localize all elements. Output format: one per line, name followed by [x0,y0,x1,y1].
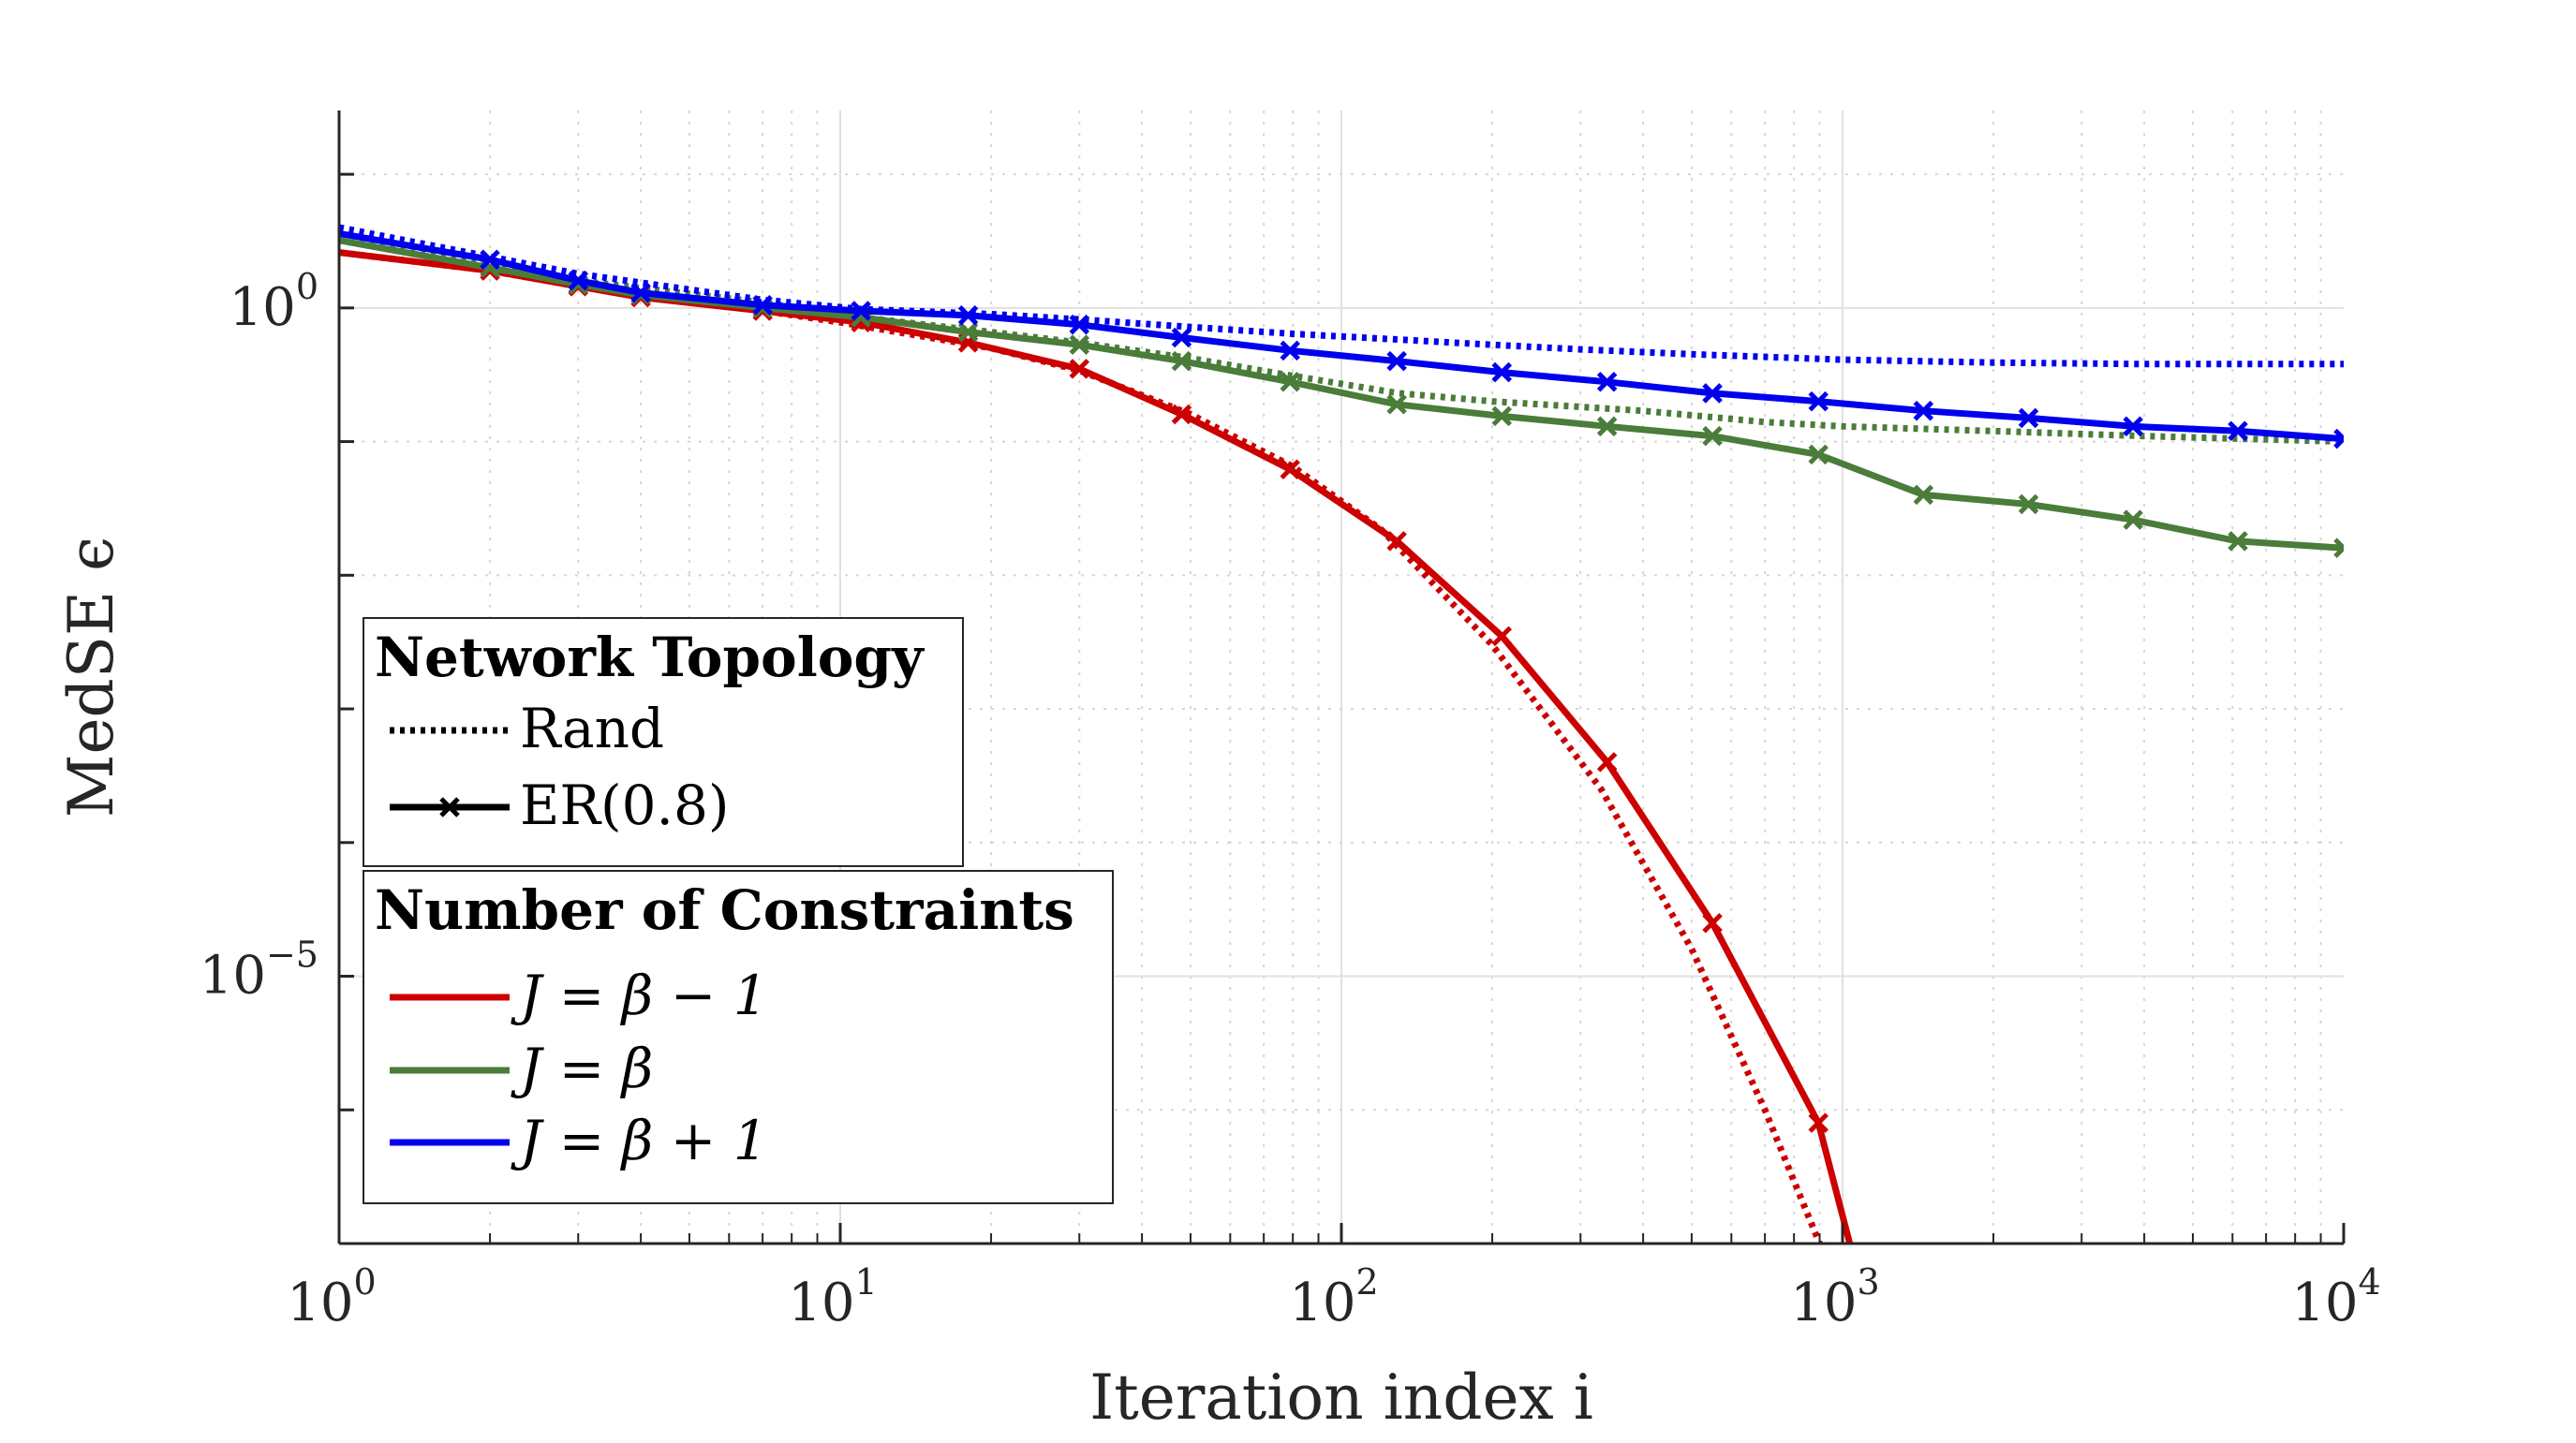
data-point-marker [1808,444,1828,465]
series-line [339,224,2344,368]
data-point-marker [1491,626,1513,647]
data-point-marker [1596,416,1618,437]
data-point-marker [1280,371,1300,392]
data-point-marker [1280,459,1300,479]
data-point-marker [957,304,979,326]
data-point-marker [2333,428,2344,449]
data-point-marker [2018,493,2039,515]
data-point-marker [630,282,651,303]
series-layer [339,224,2344,1244]
x-tick-label: 101 [788,1261,877,1333]
data-point-marker [752,295,773,316]
legend-label: Rand [520,697,664,760]
data-point-marker [2123,416,2143,437]
data-point-marker [2228,531,2248,552]
legend-title: Network Topology [375,626,925,689]
data-point-marker [1491,405,1513,427]
data-point-marker [568,270,589,291]
data-point-marker [1386,394,1407,415]
x-tick-label: 100 [287,1261,376,1333]
legends: Network Topology Rand ER(0.8) Number of Con… [363,617,1114,1204]
x-axis-title: Iteration index i [1089,1362,1593,1434]
data-point-marker [2018,407,2039,429]
data-point-marker [1702,425,1723,447]
x-tick-label: 103 [1790,1261,1879,1333]
legend-label: J = β [511,1037,653,1100]
x-tick-label: 104 [2291,1261,2380,1333]
series-blue-er [339,229,2344,449]
data-point-marker [1913,400,1934,421]
data-point-marker [480,249,500,270]
legend-label: J = β − 1 [511,964,768,1027]
legend-entry: J = β [390,1037,653,1100]
legend-label: J = β + 1 [511,1109,768,1172]
legend-box [363,870,1114,1204]
legend-network-topology: Network Topology Rand ER(0.8) [363,617,964,867]
data-point-marker [2123,509,2143,530]
y-tick-label: 10−5 [200,935,318,1007]
series-blue-rand [339,224,2344,368]
data-point-marker [1913,484,1934,506]
axes: 100 101 102 103 104 100 10−5 Iteration index i M… [55,110,2381,1434]
data-point-marker [1702,383,1723,404]
data-point-marker [2333,537,2344,558]
data-point-marker [1386,350,1407,372]
x-tick-label: 102 [1289,1261,1378,1333]
data-point-marker [1171,350,1192,372]
data-point-marker [1171,404,1192,425]
data-point-marker [1069,334,1090,355]
data-point-marker [1808,390,1828,412]
data-point-marker [1386,531,1407,552]
legend-entry: J = β − 1 [390,964,768,1027]
data-point-marker [2228,420,2248,442]
data-point-marker [851,301,871,321]
data-point-marker [1069,359,1090,379]
legend-entry: Rand [390,697,664,760]
legend-sample-marker [439,797,460,817]
data-point-marker [1702,912,1723,934]
legend-entry: ER(0.8) [390,773,730,837]
data-point-marker [1596,752,1618,773]
legend-box [363,617,964,867]
data-point-marker [1171,327,1192,348]
y-tick-label: 100 [229,266,318,338]
legend-number-of-constraints: Number of Constraints J = β − 1 J = β J = β… [363,870,1114,1204]
data-point-marker [957,321,979,343]
data-point-marker [1491,361,1513,383]
series-line [339,229,2344,443]
legend-label: ER(0.8) [520,773,730,837]
data-point-marker [1069,314,1090,335]
legend-title: Number of Constraints [375,878,1074,942]
data-point-marker [1808,1112,1828,1133]
data-point-marker [1280,340,1300,361]
data-point-marker [1596,371,1618,392]
y-axis-title: MedSE ϵ [55,537,127,817]
legend-entry: J = β + 1 [390,1109,768,1172]
